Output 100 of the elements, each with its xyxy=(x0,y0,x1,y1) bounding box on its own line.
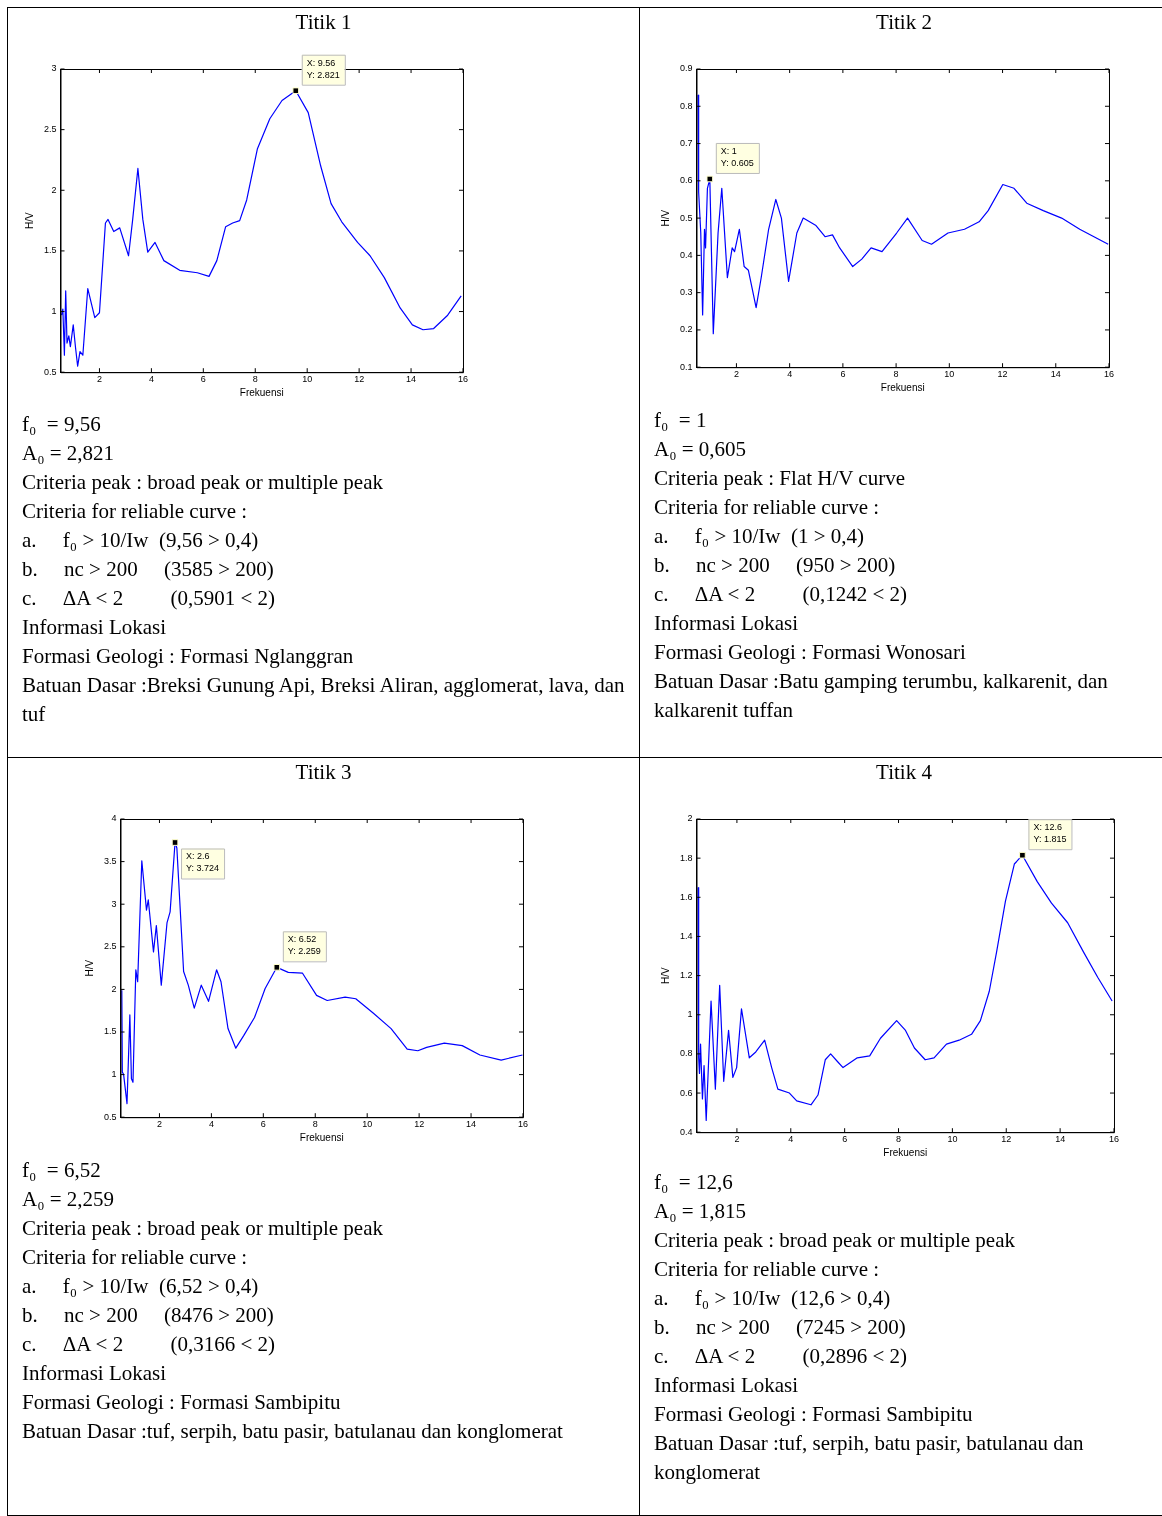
y-tick-label: 1.6 xyxy=(680,891,693,902)
x-tick-label: 2 xyxy=(734,1134,740,1145)
x-tick-label: 16 xyxy=(1103,369,1114,380)
y-tick-label: 1 xyxy=(687,1009,693,1020)
text: a. f₀ > 10/Iw (9,56 > 0,4) xyxy=(22,527,260,554)
text: Criteria for reliable curve : xyxy=(22,1244,249,1271)
x-tick-label: 14 xyxy=(1050,369,1061,380)
x-tick-label: 16 xyxy=(457,374,468,385)
y-tick-label: 0.4 xyxy=(680,249,693,260)
x-axis-title: Frekuensi xyxy=(299,1131,344,1143)
text: b. nc > 200 (3585 > 200) xyxy=(22,556,275,583)
y-tick-label: 1.4 xyxy=(680,930,693,941)
x-tick-label: 8 xyxy=(312,1119,318,1130)
chart-title: Titik 4 xyxy=(875,760,933,785)
text: A₀ = 2,821 xyxy=(22,440,116,467)
text: Formasi Geologi : Formasi Wonosari xyxy=(654,639,967,666)
y-tick-label: 0.9 xyxy=(680,63,693,74)
y-tick-label: 0.3 xyxy=(680,287,693,298)
y-tick-label: 0.6 xyxy=(680,175,693,186)
y-tick-label: 1.2 xyxy=(680,970,693,981)
y-tick-label: 0.7 xyxy=(680,138,693,149)
text: Formasi Geologi : Formasi Nglanggran xyxy=(22,643,355,670)
y-tick-label: 2 xyxy=(111,983,117,994)
y-tick-label: 0.6 xyxy=(680,1087,693,1098)
annotation: X: 1 Y: 0.605 xyxy=(720,145,754,168)
x-tick-label: 16 xyxy=(1108,1134,1119,1145)
x-tick-label: 10 xyxy=(947,1134,958,1145)
y-tick-label: 2 xyxy=(51,184,57,195)
x-tick-label: 4 xyxy=(788,1134,794,1145)
y-tick-label: 1.5 xyxy=(104,1026,117,1037)
y-tick-label: 0.5 xyxy=(680,212,693,223)
text: c. ΔA < 2 (0,2896 < 2) xyxy=(654,1343,908,1370)
chart-title: Titik 1 xyxy=(294,10,353,35)
annotation: X: 12.6 Y: 1.815 xyxy=(1033,822,1067,845)
x-tick-label: 10 xyxy=(944,369,955,380)
y-tick-label: 4 xyxy=(111,813,117,824)
y-tick-label: 0.4 xyxy=(680,1126,693,1137)
text: c. ΔA < 2 (0,1242 < 2) xyxy=(654,581,908,608)
y-tick-label: 2.5 xyxy=(104,941,117,952)
y-axis-title: H/V xyxy=(83,959,95,977)
text: A₀ = 2,259 xyxy=(22,1186,116,1213)
x-tick-label: 2 xyxy=(96,374,102,385)
y-tick-label: 3 xyxy=(111,898,117,909)
y-axis-title: H/V xyxy=(23,211,35,229)
text: Formasi Geologi : Formasi Sambipitu xyxy=(22,1389,342,1416)
text: Criteria peak : broad peak or multiple peak xyxy=(22,469,384,496)
x-tick-label: 2 xyxy=(733,369,739,380)
text: A₀ = 0,605 xyxy=(654,436,748,463)
x-tick-label: 12 xyxy=(414,1119,425,1130)
x-tick-label: 14 xyxy=(406,374,417,385)
x-tick-label: 12 xyxy=(997,369,1008,380)
text: c. ΔA < 2 (0,5901 < 2) xyxy=(22,585,276,612)
y-tick-label: 0.5 xyxy=(104,1111,117,1122)
y-tick-label: 1.5 xyxy=(44,245,57,256)
x-tick-label: 6 xyxy=(840,369,846,380)
text: Informasi Lokasi xyxy=(22,1360,168,1387)
text: Criteria peak : broad peak or multiple peak xyxy=(22,1215,384,1242)
x-tick-label: 14 xyxy=(466,1119,477,1130)
text: A₀ = 1,815 xyxy=(654,1198,748,1225)
text: Informasi Lokasi xyxy=(654,1372,800,1399)
y-tick-label: 0.8 xyxy=(680,1048,693,1059)
text: Criteria for reliable curve : xyxy=(22,498,249,525)
y-tick-label: 2.5 xyxy=(44,124,57,135)
text: Batuan Dasar :tuf, serpih, batu pasir, batulanau dan konglomerat xyxy=(22,1418,564,1445)
y-tick-label: 0.8 xyxy=(680,100,693,111)
text: Criteria peak : broad peak or multiple peak xyxy=(654,1227,1016,1254)
text: b. nc > 200 (7245 > 200) xyxy=(654,1314,907,1341)
chart-title: Titik 2 xyxy=(875,10,933,35)
x-tick-label: 6 xyxy=(260,1119,266,1130)
text: Informasi Lokasi xyxy=(22,614,168,641)
y-tick-label: 0.1 xyxy=(680,361,693,372)
text: f₀ = 1 xyxy=(654,407,708,434)
x-axis-title: Frekuensi xyxy=(239,386,284,398)
text: Formasi Geologi : Formasi Sambipitu xyxy=(654,1401,974,1428)
text: a. f₀ > 10/Iw (12,6 > 0,4) xyxy=(654,1285,892,1312)
x-tick-label: 12 xyxy=(354,374,365,385)
x-tick-label: 14 xyxy=(1055,1134,1066,1145)
y-tick-label: 2 xyxy=(687,813,693,824)
x-tick-label: 4 xyxy=(208,1119,214,1130)
y-tick-label: 3.5 xyxy=(104,856,117,867)
text: Batuan Dasar :Breksi Gunung Api, Breksi Aliran, agglomerat, lava, dan tuf xyxy=(22,672,626,728)
x-tick-label: 4 xyxy=(787,369,793,380)
text: f₀ = 9,56 xyxy=(22,411,102,438)
text: a. f₀ > 10/Iw (1 > 0,4) xyxy=(654,523,866,550)
x-tick-label: 6 xyxy=(200,374,206,385)
text: b. nc > 200 (950 > 200) xyxy=(654,552,897,579)
text: a. f₀ > 10/Iw (6,52 > 0,4) xyxy=(22,1273,260,1300)
x-tick-label: 10 xyxy=(302,374,313,385)
text: Informasi Lokasi xyxy=(654,610,800,637)
y-tick-label: 1 xyxy=(51,306,57,317)
text: c. ΔA < 2 (0,3166 < 2) xyxy=(22,1331,276,1358)
x-tick-label: 4 xyxy=(148,374,154,385)
annotation: X: 2.6 Y: 3.724 xyxy=(186,851,220,874)
y-tick-label: 3 xyxy=(51,63,57,74)
y-tick-label: 1 xyxy=(111,1069,117,1080)
x-tick-label: 8 xyxy=(252,374,258,385)
annotation: X: 6.52 Y: 2.259 xyxy=(287,934,321,957)
text: f₀ = 12,6 xyxy=(654,1169,734,1196)
x-tick-label: 6 xyxy=(842,1134,848,1145)
y-tick-label: 0.5 xyxy=(44,366,57,377)
